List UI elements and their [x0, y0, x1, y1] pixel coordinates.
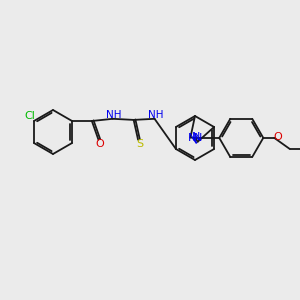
Text: N: N: [192, 132, 200, 142]
Text: O: O: [95, 139, 104, 149]
Text: NH: NH: [106, 110, 122, 120]
Text: Cl: Cl: [25, 111, 35, 121]
Text: O: O: [273, 132, 282, 142]
Text: N: N: [194, 133, 202, 143]
Text: N: N: [188, 133, 196, 142]
Text: NH: NH: [148, 110, 163, 120]
Text: S: S: [136, 139, 144, 149]
